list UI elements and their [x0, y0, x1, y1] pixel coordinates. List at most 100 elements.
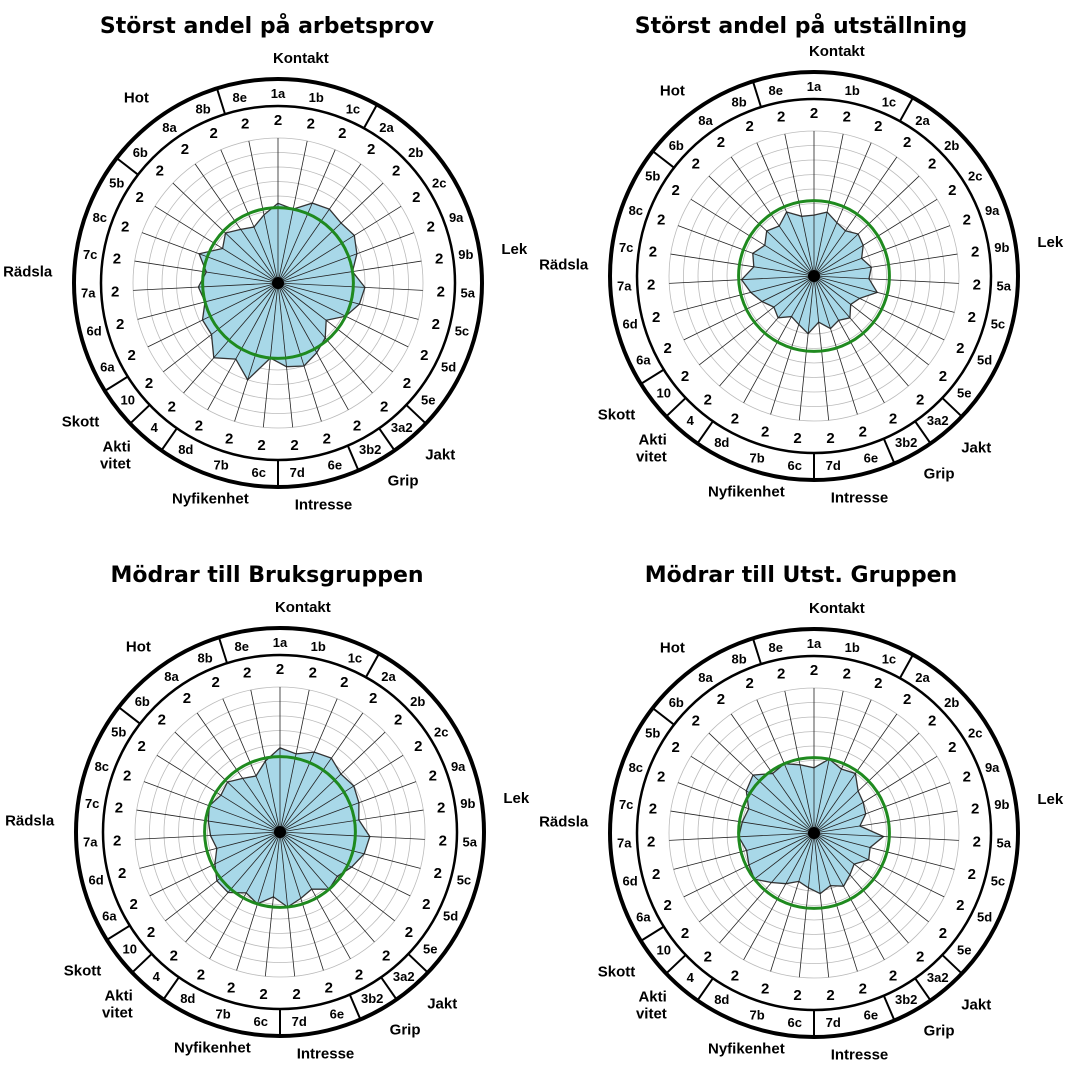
score-label: 2 — [731, 411, 739, 428]
axis-code-label: 4 — [687, 413, 695, 428]
category-label: Rädsla — [539, 257, 589, 274]
spoke — [756, 699, 815, 834]
category-divider — [129, 404, 151, 425]
category-label: Lek — [501, 241, 528, 258]
category-divider — [652, 150, 675, 169]
center-dot — [808, 270, 820, 282]
spoke — [730, 156, 815, 277]
score-label: 2 — [903, 691, 911, 708]
category-divider — [405, 404, 427, 425]
score-label: 2 — [353, 418, 361, 435]
category-label: Akti vitet — [102, 987, 133, 1021]
score-label: 2 — [111, 283, 119, 300]
score-label: 2 — [717, 134, 725, 151]
score-label: 2 — [916, 949, 924, 966]
score-label: 2 — [212, 674, 220, 691]
score-label: 2 — [874, 118, 882, 135]
category-label: Rädsla — [5, 813, 55, 830]
category-label: Nyfikenhet — [174, 1040, 251, 1057]
category-divider — [751, 638, 762, 665]
axis-code-label: 9a — [451, 759, 466, 774]
spoke — [279, 754, 404, 833]
axis-code-label: 3a2 — [393, 969, 415, 984]
axis-code-label: 3b2 — [895, 992, 917, 1007]
axis-code-label: 8c — [629, 760, 643, 775]
axis-code-label: 6d — [86, 324, 101, 339]
spoke — [277, 282, 294, 428]
category-divider — [665, 397, 687, 418]
axis-code-label: 7b — [750, 1007, 765, 1022]
spoke — [250, 689, 281, 833]
spoke — [264, 831, 281, 977]
axis-code-label: 1b — [845, 640, 860, 655]
score-label: 2 — [649, 243, 657, 260]
axis-code-label: 10 — [657, 385, 671, 400]
score-label: 2 — [761, 981, 769, 998]
score-label: 2 — [859, 424, 867, 441]
radar-panel-4: Mödrar till Utst. Gruppen 2 1a 2 1b 2 1c 2 2a 2 2… — [534, 535, 1068, 1070]
spoke — [813, 275, 959, 284]
score-label: 2 — [647, 276, 655, 293]
spoke — [277, 182, 384, 284]
spoke — [277, 260, 422, 284]
score-label: 2 — [170, 948, 178, 965]
axis-code-label: 1c — [882, 94, 896, 109]
axis-code-label: 5a — [463, 835, 478, 850]
spoke — [141, 232, 279, 284]
spoke — [262, 282, 279, 428]
category-divider — [106, 924, 131, 941]
category-label: Hot — [660, 640, 685, 657]
axis-code-label: 7b — [750, 450, 765, 465]
axis-code-label: 5b — [111, 724, 126, 739]
score-label: 2 — [939, 925, 947, 942]
spoke — [279, 831, 296, 977]
category-label: Jakt — [961, 439, 991, 456]
category-divider — [899, 654, 914, 679]
axis-code-label: 8d — [180, 991, 195, 1006]
score-label: 2 — [127, 347, 135, 364]
score-label: 2 — [968, 866, 976, 883]
spoke — [813, 142, 872, 277]
axis-code-label: 8e — [233, 90, 247, 105]
axis-code-label: 5e — [957, 385, 971, 400]
score-label: 2 — [859, 981, 867, 998]
score-label: 2 — [432, 316, 440, 333]
spoke — [174, 731, 281, 833]
score-label: 2 — [394, 712, 402, 729]
axis-code-label: 5e — [423, 941, 437, 956]
reference-circle — [201, 206, 355, 360]
spoke — [279, 809, 424, 833]
axis-code-label: 8c — [95, 759, 109, 774]
axis-code-label: 1b — [845, 83, 860, 98]
category-label: Kontakt — [809, 43, 865, 60]
category-label: Grip — [924, 466, 955, 483]
category-label: Skott — [62, 413, 100, 430]
spoke — [683, 832, 815, 898]
score-label: 2 — [225, 431, 233, 448]
spoke — [677, 225, 815, 277]
spoke — [813, 275, 830, 421]
spoke — [784, 133, 815, 277]
category-label: Nyfikenhet — [172, 491, 249, 508]
axis-code-label: 6c — [788, 1015, 802, 1030]
score-label: 2 — [939, 368, 947, 385]
axis-code-label: 8c — [93, 210, 107, 225]
spoke — [708, 732, 815, 834]
category-divider — [914, 420, 932, 445]
spoke — [813, 832, 945, 898]
spoke — [669, 275, 815, 284]
score-label: 2 — [392, 163, 400, 180]
category-label: Kontakt — [273, 50, 329, 67]
spoke — [813, 275, 858, 415]
spoke — [279, 831, 351, 959]
spoke — [279, 831, 375, 943]
spoke — [147, 282, 279, 348]
category-divider — [116, 157, 139, 176]
center-dot — [272, 277, 284, 289]
score-label: 2 — [826, 430, 834, 447]
score-label: 2 — [382, 948, 390, 965]
score-label: 2 — [956, 897, 964, 914]
category-label: Intresse — [295, 496, 353, 513]
score-label: 2 — [340, 674, 348, 691]
